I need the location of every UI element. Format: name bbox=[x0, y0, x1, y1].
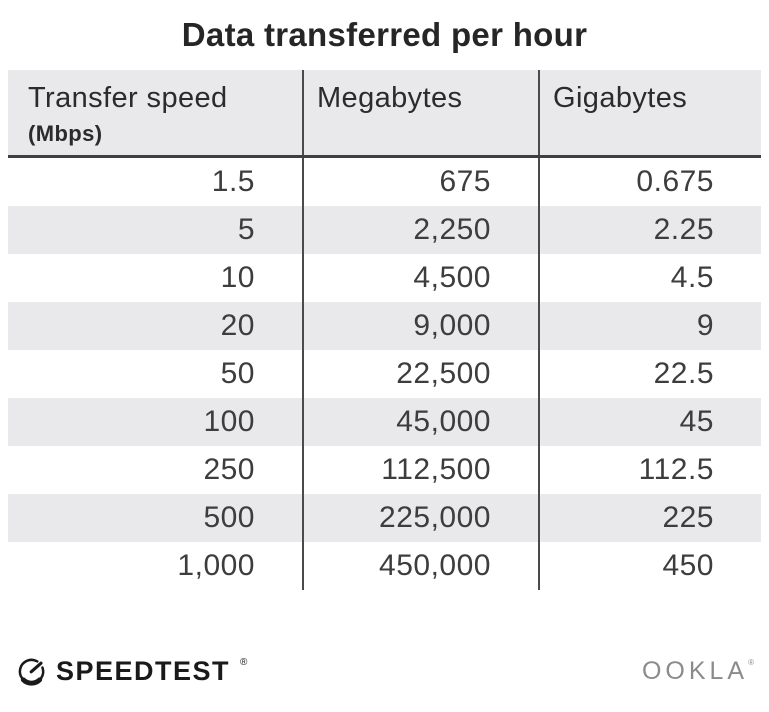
table-cell: 112.5 bbox=[538, 446, 761, 494]
table-row: 50 22,500 22.5 bbox=[8, 350, 761, 398]
table-row: 1.5 675 0.675 bbox=[8, 158, 761, 206]
ookla-wordmark: OOKLA bbox=[641, 657, 749, 685]
table-cell: 112,500 bbox=[302, 446, 538, 494]
table-cell: 45 bbox=[538, 398, 761, 446]
column-header-transfer-speed-label: Transfer speed bbox=[28, 82, 228, 114]
data-table: Transfer speed (Mbps) Megabytes Gigabyte… bbox=[8, 70, 761, 590]
table-cell: 45,000 bbox=[302, 398, 538, 446]
column-header-megabytes-label: Megabytes bbox=[317, 82, 463, 114]
table-cell: 9,000 bbox=[302, 302, 538, 350]
table-cell: 1.5 bbox=[211, 165, 255, 198]
column-header-transfer-speed: Transfer speed (Mbps) bbox=[8, 70, 302, 155]
speedtest-registered-trademark-icon: ® bbox=[240, 657, 248, 668]
table-row: 500 225,000 225 bbox=[8, 494, 761, 542]
table-cell: 10 bbox=[220, 261, 255, 294]
table-row: 10 4,500 4.5 bbox=[8, 254, 761, 302]
column-header-megabytes: Megabytes bbox=[302, 70, 538, 155]
table-cell: 20 bbox=[220, 309, 255, 342]
table-cell: 2.25 bbox=[538, 206, 761, 254]
footer: SPEEDTEST ® OOKLA ® bbox=[16, 590, 754, 687]
speedtest-wordmark: SPEEDTEST bbox=[56, 656, 231, 686]
table-row: 100 45,000 45 bbox=[8, 398, 761, 446]
table-cell: 675 bbox=[302, 158, 538, 206]
ookla-registered-trademark-icon: ® bbox=[748, 658, 754, 667]
table-row: 250 112,500 112.5 bbox=[8, 446, 761, 494]
table-cell: 100 bbox=[203, 405, 255, 438]
table-cell: 5 bbox=[237, 213, 255, 246]
column-header-gigabytes: Gigabytes bbox=[538, 70, 761, 155]
table-cell: 9 bbox=[538, 302, 761, 350]
table-cell: 22,500 bbox=[302, 350, 538, 398]
table-cell: 225 bbox=[538, 494, 761, 542]
table-cell: 450 bbox=[538, 542, 761, 590]
column-header-gigabytes-label: Gigabytes bbox=[553, 82, 688, 114]
table-body: 1.5 675 0.675 5 2,250 2.25 10 4,500 4.5 20 9,000 9 5… bbox=[8, 158, 761, 590]
speedtest-logo: SPEEDTEST ® bbox=[16, 656, 247, 687]
table-cell: 1,000 bbox=[177, 549, 255, 582]
speedtest-gauge-icon bbox=[16, 656, 47, 687]
table-cell: 0.675 bbox=[538, 158, 761, 206]
table-cell: 2,250 bbox=[302, 206, 538, 254]
table-cell: 4.5 bbox=[538, 254, 761, 302]
table-row: 5 2,250 2.25 bbox=[8, 206, 761, 254]
table-cell: 50 bbox=[220, 357, 255, 390]
table-header-row: Transfer speed (Mbps) Megabytes Gigabyte… bbox=[8, 70, 761, 158]
table-row: 1,000 450,000 450 bbox=[8, 542, 761, 590]
table-cell: 250 bbox=[203, 453, 255, 486]
table-cell: 450,000 bbox=[302, 542, 538, 590]
table-row: 20 9,000 9 bbox=[8, 302, 761, 350]
page-title: Data transferred per hour bbox=[181, 16, 588, 53]
column-header-transfer-speed-unit: (Mbps) bbox=[28, 121, 103, 146]
table-cell: 225,000 bbox=[302, 494, 538, 542]
ookla-logo: OOKLA ® bbox=[642, 657, 754, 686]
table-cell: 4,500 bbox=[302, 254, 538, 302]
table-cell: 500 bbox=[203, 501, 255, 534]
table-cell: 22.5 bbox=[538, 350, 761, 398]
